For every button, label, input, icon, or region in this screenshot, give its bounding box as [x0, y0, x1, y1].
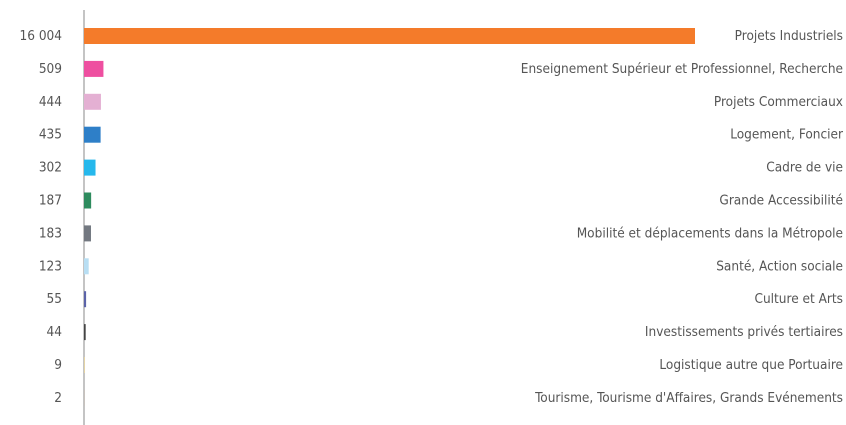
value-label: 435	[39, 127, 62, 143]
bar	[84, 60, 104, 77]
value-label: 55	[47, 291, 62, 307]
bar	[84, 225, 91, 242]
value-label: 2	[54, 390, 62, 406]
category-label: Projets Commerciaux	[714, 94, 843, 110]
category-label: Santé, Action sociale	[716, 258, 843, 274]
category-label: Logistique autre que Portuaire	[659, 357, 843, 373]
value-label: 183	[39, 225, 62, 241]
bar	[84, 28, 695, 44]
value-label: 16 004	[20, 28, 63, 44]
category-label: Cadre de vie	[766, 160, 843, 176]
category-label: Mobilité et déplacements dans la Métropo…	[577, 225, 843, 241]
bar	[84, 291, 87, 308]
category-label: Projets Industriels	[735, 28, 843, 44]
value-label: 187	[39, 193, 62, 209]
category-label: Logement, Foncier	[730, 127, 843, 143]
category-label: Grande Accessibilité	[719, 193, 843, 209]
value-label: 9	[54, 357, 62, 373]
bar	[84, 324, 86, 341]
value-label: 44	[47, 324, 63, 340]
category-label: Enseignement Supérieur et Professionnel,…	[521, 61, 843, 77]
bar	[84, 126, 101, 143]
bar	[84, 93, 101, 110]
value-label: 302	[39, 160, 62, 176]
value-label: 509	[39, 61, 62, 77]
bar	[84, 192, 92, 209]
category-label: Tourisme, Tourisme d'Affaires, Grands Ev…	[534, 390, 843, 406]
category-label: Culture et Arts	[754, 291, 843, 307]
category-label: Investissements privés tertiaires	[645, 324, 843, 340]
value-label: 444	[39, 94, 62, 110]
value-label: 123	[39, 258, 62, 274]
bar	[84, 258, 89, 275]
bar	[84, 159, 96, 176]
